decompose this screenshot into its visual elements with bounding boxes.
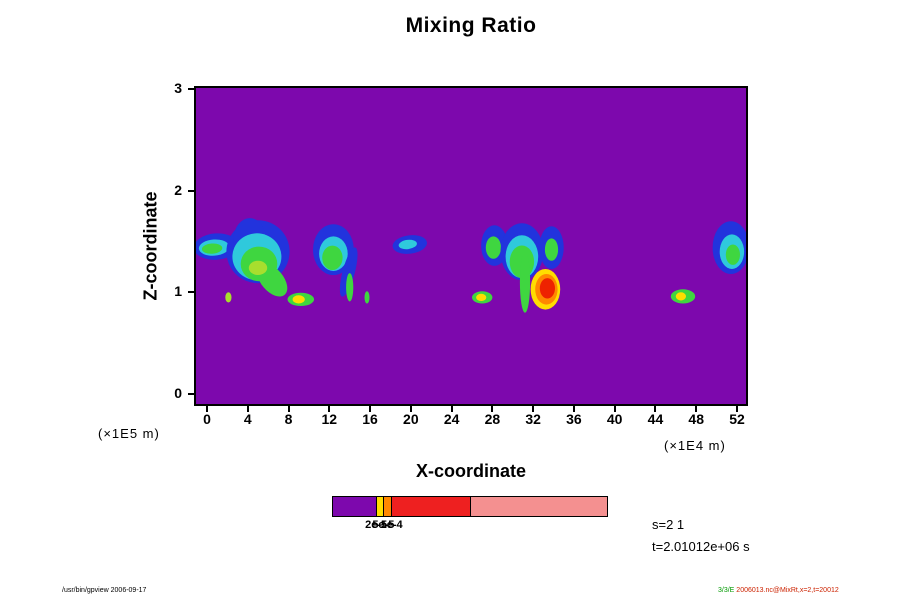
x-tick-label: 12	[321, 411, 338, 427]
x-tick	[654, 404, 657, 412]
y-tick-label: 2	[174, 181, 182, 198]
y-tick-label: 3	[174, 80, 182, 96]
plot-area	[196, 88, 746, 404]
field-feature-green	[364, 291, 370, 304]
x-tick-label: 20	[403, 411, 419, 427]
annotation-time: t=2.01012e+06 s	[652, 539, 750, 554]
x-tick	[613, 404, 616, 412]
x-tick-label: 0	[203, 411, 211, 427]
x-tick-label: 28	[484, 411, 501, 427]
y-axis-unit-label: (×1E5 m)	[98, 426, 160, 441]
x-tick-label: 32	[525, 411, 541, 427]
colorbar-tick-label: 1e-4	[380, 519, 403, 531]
plot-title: Mixing Ratio	[405, 14, 537, 37]
x-tick	[532, 404, 535, 412]
field-feature-green	[201, 243, 223, 254]
x-tick-label: 8	[284, 411, 293, 427]
y-tick-label: 0	[174, 385, 182, 401]
y-tick-label: 1	[174, 283, 182, 300]
x-tick-label: 44	[647, 411, 664, 427]
x-tick-label: 4	[243, 411, 252, 427]
footer-file-text-part: 2006013.nc@MixRt,x=2,t=20012	[736, 587, 839, 594]
x-tick	[491, 404, 494, 412]
footer-file-text: 3/3/E 2006013.nc@MixRt,x=2,t=20012	[718, 587, 839, 594]
y-tick	[188, 393, 196, 395]
x-tick-label: 40	[606, 411, 623, 427]
annotation-step: s=2 1	[652, 517, 685, 532]
field-feature-cyan	[398, 239, 417, 250]
x-tick	[287, 404, 290, 412]
field-feature-blue	[339, 247, 358, 297]
x-tick-label: 16	[362, 411, 378, 427]
colorbar-segment	[333, 497, 377, 516]
x-axis-label: X-coordinate	[415, 461, 526, 481]
colorbar-segment	[383, 497, 393, 516]
x-tick	[246, 404, 249, 412]
x-tick	[450, 404, 453, 412]
field-feature-green	[544, 238, 559, 261]
field-feature-green	[485, 236, 501, 259]
x-tick	[572, 404, 575, 412]
colorbar-tick-label: 5e-5	[372, 519, 395, 531]
field-feature-ygreen	[225, 292, 232, 303]
colorbar-segment	[376, 497, 384, 516]
y-tick	[188, 88, 196, 90]
footer-file-text-part: 3/3/E	[718, 587, 737, 594]
colorbar-segment	[470, 497, 607, 516]
field-feature-yellow	[675, 292, 686, 301]
x-tick	[409, 404, 412, 412]
field-feature-green	[519, 251, 531, 313]
y-tick	[188, 189, 196, 192]
x-axis-unit-label: (×1E4 m)	[664, 438, 726, 453]
x-tick	[206, 404, 208, 412]
x-tick-label: 24	[443, 411, 460, 427]
field-feature-green	[725, 244, 741, 265]
mixing-ratio-field	[196, 218, 746, 313]
field-feature-green	[322, 245, 343, 270]
x-tick-label: 36	[566, 411, 582, 427]
colorbar-segment	[392, 497, 471, 516]
x-tick-label: 52	[729, 411, 745, 427]
field-feature-ygreen	[248, 260, 268, 275]
x-tick	[736, 404, 738, 412]
x-tick-label: 48	[688, 411, 704, 427]
field-feature-yellow	[476, 293, 487, 301]
y-tick	[188, 291, 196, 294]
x-tick	[328, 404, 331, 412]
x-tick	[369, 404, 372, 412]
field-feature-yellow	[292, 295, 305, 304]
footer-command-text: /usr/bin/gpview 2006-09-17	[62, 587, 147, 594]
colorbar	[332, 496, 608, 517]
field-feature-red	[539, 278, 555, 299]
field-feature-green	[346, 273, 354, 302]
x-tick	[695, 404, 698, 412]
colorbar-tick-label: 2e-5	[365, 519, 388, 531]
